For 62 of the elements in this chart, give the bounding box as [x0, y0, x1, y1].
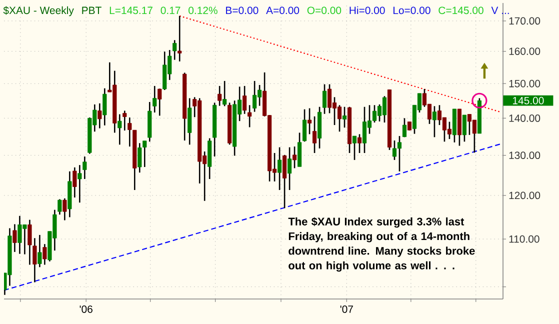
annotation: 0.17: [160, 6, 180, 14]
candlestick: [138, 142, 142, 174]
candlestick: [402, 118, 407, 138]
candlestick: [118, 114, 122, 146]
candlestick: [152, 85, 157, 114]
candlestick: [42, 243, 47, 266]
y-tick-label: 140.00: [509, 114, 540, 122]
candlestick: [432, 106, 437, 138]
candlestick: [288, 146, 292, 191]
candlestick: [292, 146, 297, 169]
annotation: A=0.00: [266, 6, 300, 14]
y-tick-label: 160.00: [509, 48, 540, 55]
x-tick-label: '06: [80, 305, 92, 313]
candlestick: [62, 198, 67, 221]
candlestick: [342, 106, 347, 128]
candlestick: [242, 85, 247, 115]
candlestick: [82, 156, 87, 180]
annotation: O=0.00: [307, 6, 342, 14]
candlestick: [248, 104, 252, 128]
chart-title: $XAU - Weekly: [3, 6, 74, 16]
candlestick: [128, 116, 132, 148]
candlestick: [72, 166, 77, 198]
candlestick: [98, 102, 102, 129]
candlestick: [38, 234, 42, 268]
candlestick: [278, 146, 282, 191]
annotation: The $XAU Index surged 3.3% last Friday, breaking out of a 14-month downtrend line. Many stocks broke out on high volume as well . . .: [288, 217, 475, 272]
annotation: Hi=0.00: [350, 6, 385, 14]
candlestick: [357, 134, 362, 154]
candlestick: [222, 80, 227, 107]
candlestick: [322, 84, 327, 115]
candlestick: [28, 219, 32, 266]
y-tick-label: 110.00: [509, 235, 540, 243]
candlestick: [12, 224, 17, 253]
x-tick-label: '07: [340, 305, 353, 313]
candlestick: [102, 88, 107, 126]
y-tick-label: 170.00: [509, 17, 540, 25]
candlestick: [122, 110, 127, 132]
candlestick: [307, 108, 312, 135]
candlestick: [178, 15, 182, 62]
candlestick: [32, 237, 37, 283]
annotation: C=145.00: [438, 6, 484, 14]
candlestick: [462, 114, 467, 142]
candlestick: [352, 135, 357, 161]
candlestick: [302, 108, 307, 142]
candlestick: [218, 85, 222, 106]
y-tick-label: 150.00: [509, 80, 540, 88]
candlestick: [58, 198, 62, 216]
annotation: L=145.17: [110, 6, 152, 14]
annotation: B=0.00: [226, 6, 258, 14]
candlestick: [172, 39, 177, 60]
y-tick-label: 130.00: [509, 152, 540, 160]
y-tick-label: 120.00: [509, 192, 540, 200]
candlestick: [158, 88, 162, 116]
text: 145.00: [513, 96, 544, 104]
chart-subtitle: PBT: [82, 6, 102, 14]
candlestick: [78, 164, 82, 204]
candlestick: [142, 140, 147, 168]
annotation: 0.12%: [188, 6, 218, 14]
annotation: V ...: [491, 6, 509, 14]
candlestick: [312, 116, 317, 154]
annotation: Lo=0.00: [394, 6, 430, 14]
candlestick: [282, 154, 287, 209]
